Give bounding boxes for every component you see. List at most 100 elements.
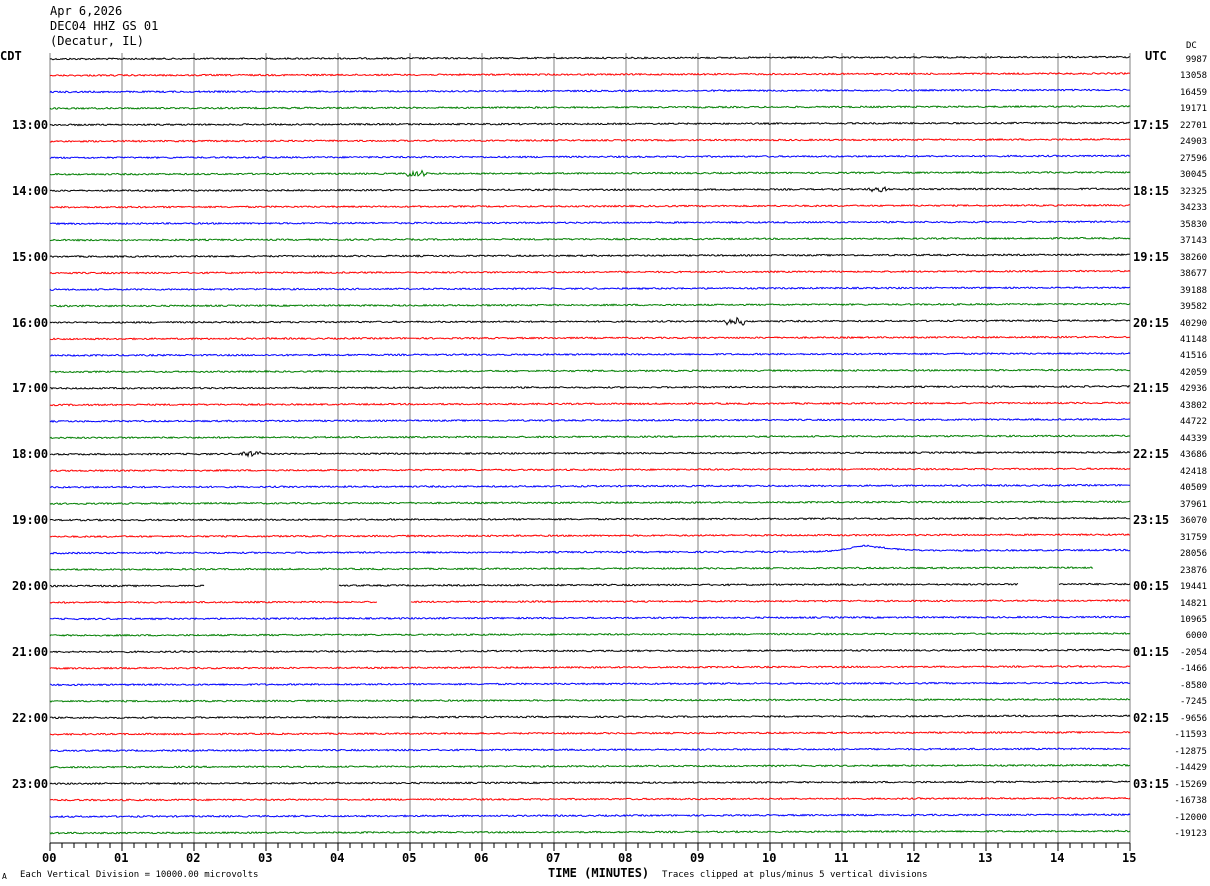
dc-offset-value: 30045	[1180, 170, 1208, 181]
seismic-trace	[49, 401, 1131, 407]
x-tick-label: 08	[618, 851, 633, 865]
x-tick-label: 12	[906, 851, 921, 865]
dc-offset-value: 43686	[1180, 450, 1208, 461]
x-tick-label: 09	[690, 851, 705, 865]
seismic-trace	[49, 516, 1131, 522]
seismic-trace	[49, 813, 1131, 818]
x-tick-label: 06	[474, 851, 489, 865]
x-tick-label: 00	[42, 851, 57, 865]
cdt-hour-label: 18:00	[12, 447, 49, 462]
cdt-hour-label: 21:00	[12, 644, 49, 659]
seismic-trace	[49, 730, 1131, 736]
dc-offset-value: 31759	[1180, 532, 1208, 543]
dc-offset-value: 27596	[1180, 153, 1208, 164]
x-tick-label: 07	[546, 851, 561, 865]
x-tick-label: 15	[1122, 851, 1137, 865]
seismic-trace	[49, 335, 1131, 341]
seismic-trace	[49, 236, 1131, 242]
x-tick-label: 02	[186, 851, 201, 865]
dc-offset-value: 41516	[1180, 351, 1208, 362]
x-tick-label: 01	[114, 851, 129, 865]
seismic-trace	[49, 316, 1131, 326]
dc-offset-value: -1466	[1180, 664, 1208, 675]
utc-time-label: 18:15	[1133, 183, 1170, 198]
utc-time-label: 20:15	[1133, 315, 1170, 330]
cdt-hour-label: 22:00	[12, 710, 49, 725]
dc-offset-value: 28056	[1180, 549, 1208, 560]
cdt-hour-label: 20:00	[12, 579, 49, 594]
x-tick-label: 14	[1050, 851, 1065, 865]
seismic-trace	[49, 599, 1131, 604]
station-label: DEC04 HHZ GS 01	[50, 19, 159, 33]
seismic-trace	[49, 829, 1131, 835]
seismic-trace	[49, 714, 1131, 720]
dc-offset-value: -7245	[1180, 697, 1208, 708]
dc-offset-value: -8580	[1180, 680, 1208, 691]
seismic-trace	[49, 796, 1131, 802]
dc-offset-value: 41148	[1180, 334, 1208, 345]
dc-offset-value: 19171	[1180, 104, 1208, 115]
seismic-trace	[49, 137, 1131, 143]
seismic-trace	[49, 72, 1131, 77]
x-tick-label: 10	[762, 851, 777, 865]
dc-offset-value: -15269	[1174, 779, 1207, 790]
seismic-trace	[49, 88, 1130, 94]
dc-offset-value: -12875	[1174, 746, 1207, 757]
clip-note: Traces clipped at plus/minus 5 vertical …	[662, 870, 928, 880]
dc-offset-value: 34233	[1180, 203, 1208, 214]
cdt-hour-label: 17:00	[12, 381, 49, 396]
seismic-trace	[49, 169, 1131, 178]
dc-offset-value: 38260	[1180, 252, 1208, 263]
utc-time-label: 23:15	[1133, 513, 1170, 528]
seismic-trace	[49, 186, 1131, 193]
dc-offset-value: -11593	[1174, 730, 1207, 741]
dc-offset-value: 37961	[1180, 499, 1208, 510]
x-axis-title: TIME (MINUTES)	[548, 866, 650, 880]
dc-offset-value: 36070	[1180, 516, 1208, 527]
dc-offset-value: 42059	[1180, 367, 1208, 378]
seismic-trace	[49, 500, 1131, 506]
utc-time-label: 01:15	[1133, 644, 1170, 659]
seismic-trace	[49, 104, 1131, 110]
x-tick-label: 05	[402, 851, 417, 865]
seismic-trace	[49, 352, 1131, 357]
dc-offset-value: 43802	[1180, 400, 1208, 411]
utc-time-label: 17:15	[1133, 117, 1170, 132]
utc-time-label: 21:15	[1133, 381, 1170, 396]
dc-offset-value: 10965	[1180, 614, 1208, 625]
dc-offset-value: 24903	[1180, 137, 1208, 148]
utc-time-label: 03:15	[1133, 776, 1170, 791]
seismic-trace	[49, 533, 1130, 539]
dc-offset-value: 44339	[1180, 433, 1208, 444]
seismic-trace	[49, 648, 1131, 654]
seismic-trace	[49, 681, 1131, 687]
seismic-trace	[49, 450, 1131, 458]
seismic-trace	[49, 384, 1131, 390]
x-tick-label: 04	[330, 851, 345, 865]
seismic-trace	[49, 544, 1131, 555]
x-tick-label: 13	[978, 851, 993, 865]
dc-offset-value: -2054	[1180, 647, 1208, 658]
dc-offset-value: -9656	[1180, 713, 1208, 724]
seismic-trace	[49, 434, 1131, 440]
seismic-trace	[49, 286, 1131, 291]
seismic-trace	[49, 582, 1131, 588]
seismic-trace	[49, 269, 1131, 275]
seismic-trace	[49, 763, 1131, 769]
seismic-trace	[49, 664, 1131, 670]
dc-offset-value: 9987	[1185, 55, 1208, 65]
cdt-hour-label: 16:00	[12, 315, 49, 330]
seismic-trace	[49, 632, 1131, 637]
seismic-trace	[49, 302, 1131, 308]
corner-mark: A	[2, 872, 7, 881]
scale-note: Each Vertical Division = 10000.00 microv…	[20, 870, 259, 880]
cdt-hour-label: 14:00	[12, 183, 49, 198]
utc-time-label: 02:15	[1133, 710, 1170, 725]
dc-offset-value: 39188	[1180, 285, 1208, 296]
seismic-trace	[49, 467, 1131, 473]
cdt-hour-label: 19:00	[12, 513, 49, 528]
dc-offset-value: 37143	[1180, 236, 1208, 247]
dc-offset-value: 35830	[1180, 219, 1208, 230]
dc-offset-value: 32325	[1180, 186, 1208, 197]
